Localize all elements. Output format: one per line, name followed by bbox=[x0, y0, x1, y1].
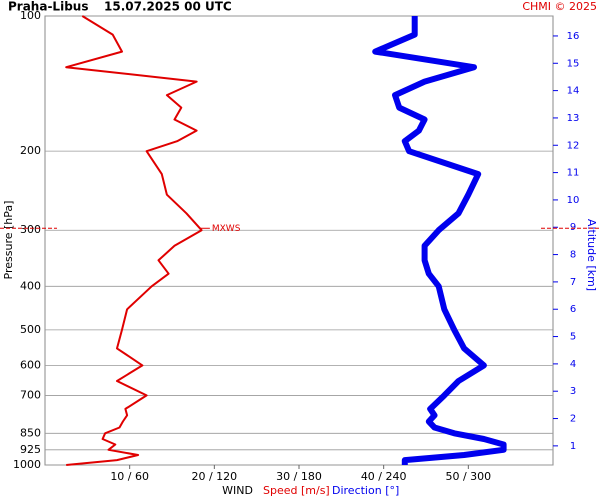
y2-tick-label: 8 bbox=[570, 250, 576, 261]
y2-tick-label: 3 bbox=[570, 386, 576, 397]
y-tick-label: 400 bbox=[20, 279, 41, 292]
credit: CHMI © 2025 bbox=[522, 0, 597, 13]
y-tick-label: 850 bbox=[20, 426, 41, 439]
legend-entry: Direction [°] bbox=[332, 484, 399, 497]
x-tick-label: 20 / 120 bbox=[191, 470, 237, 483]
y2-tick-label: 1 bbox=[570, 441, 576, 452]
y2-tick-label: 16 bbox=[567, 31, 580, 42]
profile-line bbox=[372, 16, 507, 465]
y2-tick-label: 5 bbox=[570, 332, 576, 343]
y2-tick-label: 15 bbox=[567, 58, 580, 69]
y2-tick-label: 12 bbox=[567, 140, 580, 151]
profile-line bbox=[65, 15, 203, 466]
y-tick-label: 1000 bbox=[13, 458, 41, 471]
x-tick-label: 40 / 240 bbox=[361, 470, 407, 483]
legend-entry: Speed [m/s] bbox=[263, 484, 330, 497]
y2-tick-label: 13 bbox=[567, 113, 580, 124]
x-tick-label: 50 / 300 bbox=[445, 470, 491, 483]
y-axis-label: Pressure [hPa] bbox=[2, 201, 15, 280]
y2-tick-label: 2 bbox=[570, 414, 576, 425]
y2-tick-label: 10 bbox=[567, 195, 580, 206]
x-tick-label: 30 / 180 bbox=[276, 470, 322, 483]
y-tick-label: 500 bbox=[20, 323, 41, 336]
y2-tick-label: 14 bbox=[567, 86, 580, 97]
chart-title: Praha-Libus bbox=[8, 0, 88, 14]
y-tick-label: 100 bbox=[20, 9, 41, 22]
y2-tick-label: 6 bbox=[570, 304, 576, 315]
chart-subtitle: 15.07.2025 00 UTC bbox=[104, 0, 232, 14]
annotation: MXWS bbox=[212, 224, 241, 234]
plot-frame bbox=[44, 15, 554, 466]
y2-tick-label: 11 bbox=[567, 168, 580, 179]
y2-tick-label: 7 bbox=[570, 277, 576, 288]
y2-axis-label: Altitude [km] bbox=[585, 219, 598, 291]
y2-tick-label: 4 bbox=[570, 359, 576, 370]
x-tick-label: 10 / 60 bbox=[110, 470, 149, 483]
y-tick-label: 700 bbox=[20, 388, 41, 401]
y-tick-label: 200 bbox=[20, 144, 41, 157]
y-tick-label: 925 bbox=[20, 443, 41, 456]
y2-tick-label: 9 bbox=[570, 222, 576, 233]
x-axis-label: WIND bbox=[222, 484, 253, 497]
y-tick-label: 300 bbox=[20, 223, 41, 236]
y-tick-label: 600 bbox=[20, 358, 41, 371]
